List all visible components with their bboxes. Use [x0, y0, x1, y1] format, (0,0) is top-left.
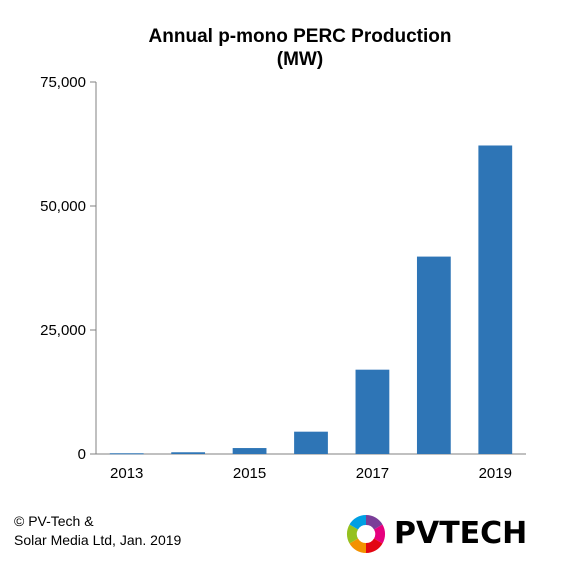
bar-2018 — [416, 256, 451, 454]
bar-2017 — [355, 369, 390, 454]
y-tick-label: 25,000 — [40, 322, 86, 339]
bar-2014 — [171, 452, 206, 454]
x-tick-label-2017: 2017 — [356, 465, 389, 482]
y-tick-label: 0 — [78, 446, 86, 463]
copyright-line-2: Solar Media Ltd, Jan. 2019 — [14, 532, 182, 548]
chart-bars — [109, 145, 513, 455]
bar-2015 — [232, 448, 267, 454]
x-tick-label-2015: 2015 — [233, 465, 266, 482]
chart-title-line-2: (MW) — [276, 49, 324, 70]
copyright-line-1: © PV-Tech & — [14, 513, 94, 529]
chart-axes — [90, 81, 526, 455]
bar-2019 — [478, 145, 513, 454]
chart-title-line-1: Annual p-mono PERC Production — [148, 26, 452, 47]
y-tick-label: 50,000 — [40, 198, 86, 215]
bar-2013 — [109, 453, 144, 455]
pvtech-logo: PVTECH — [344, 512, 556, 556]
x-tick-label-2019: 2019 — [479, 465, 512, 482]
pvtech-logo-icon — [346, 514, 386, 554]
bar-2016 — [294, 431, 328, 454]
chart-tick-labels: 0 25,000 50,000 75,000 2013 2015 2017 2019 — [40, 74, 512, 482]
pvtech-logo-text: PVTECH — [394, 516, 528, 551]
x-tick-label-2013: 2013 — [110, 465, 143, 482]
y-tick-label: 75,000 — [40, 74, 86, 91]
